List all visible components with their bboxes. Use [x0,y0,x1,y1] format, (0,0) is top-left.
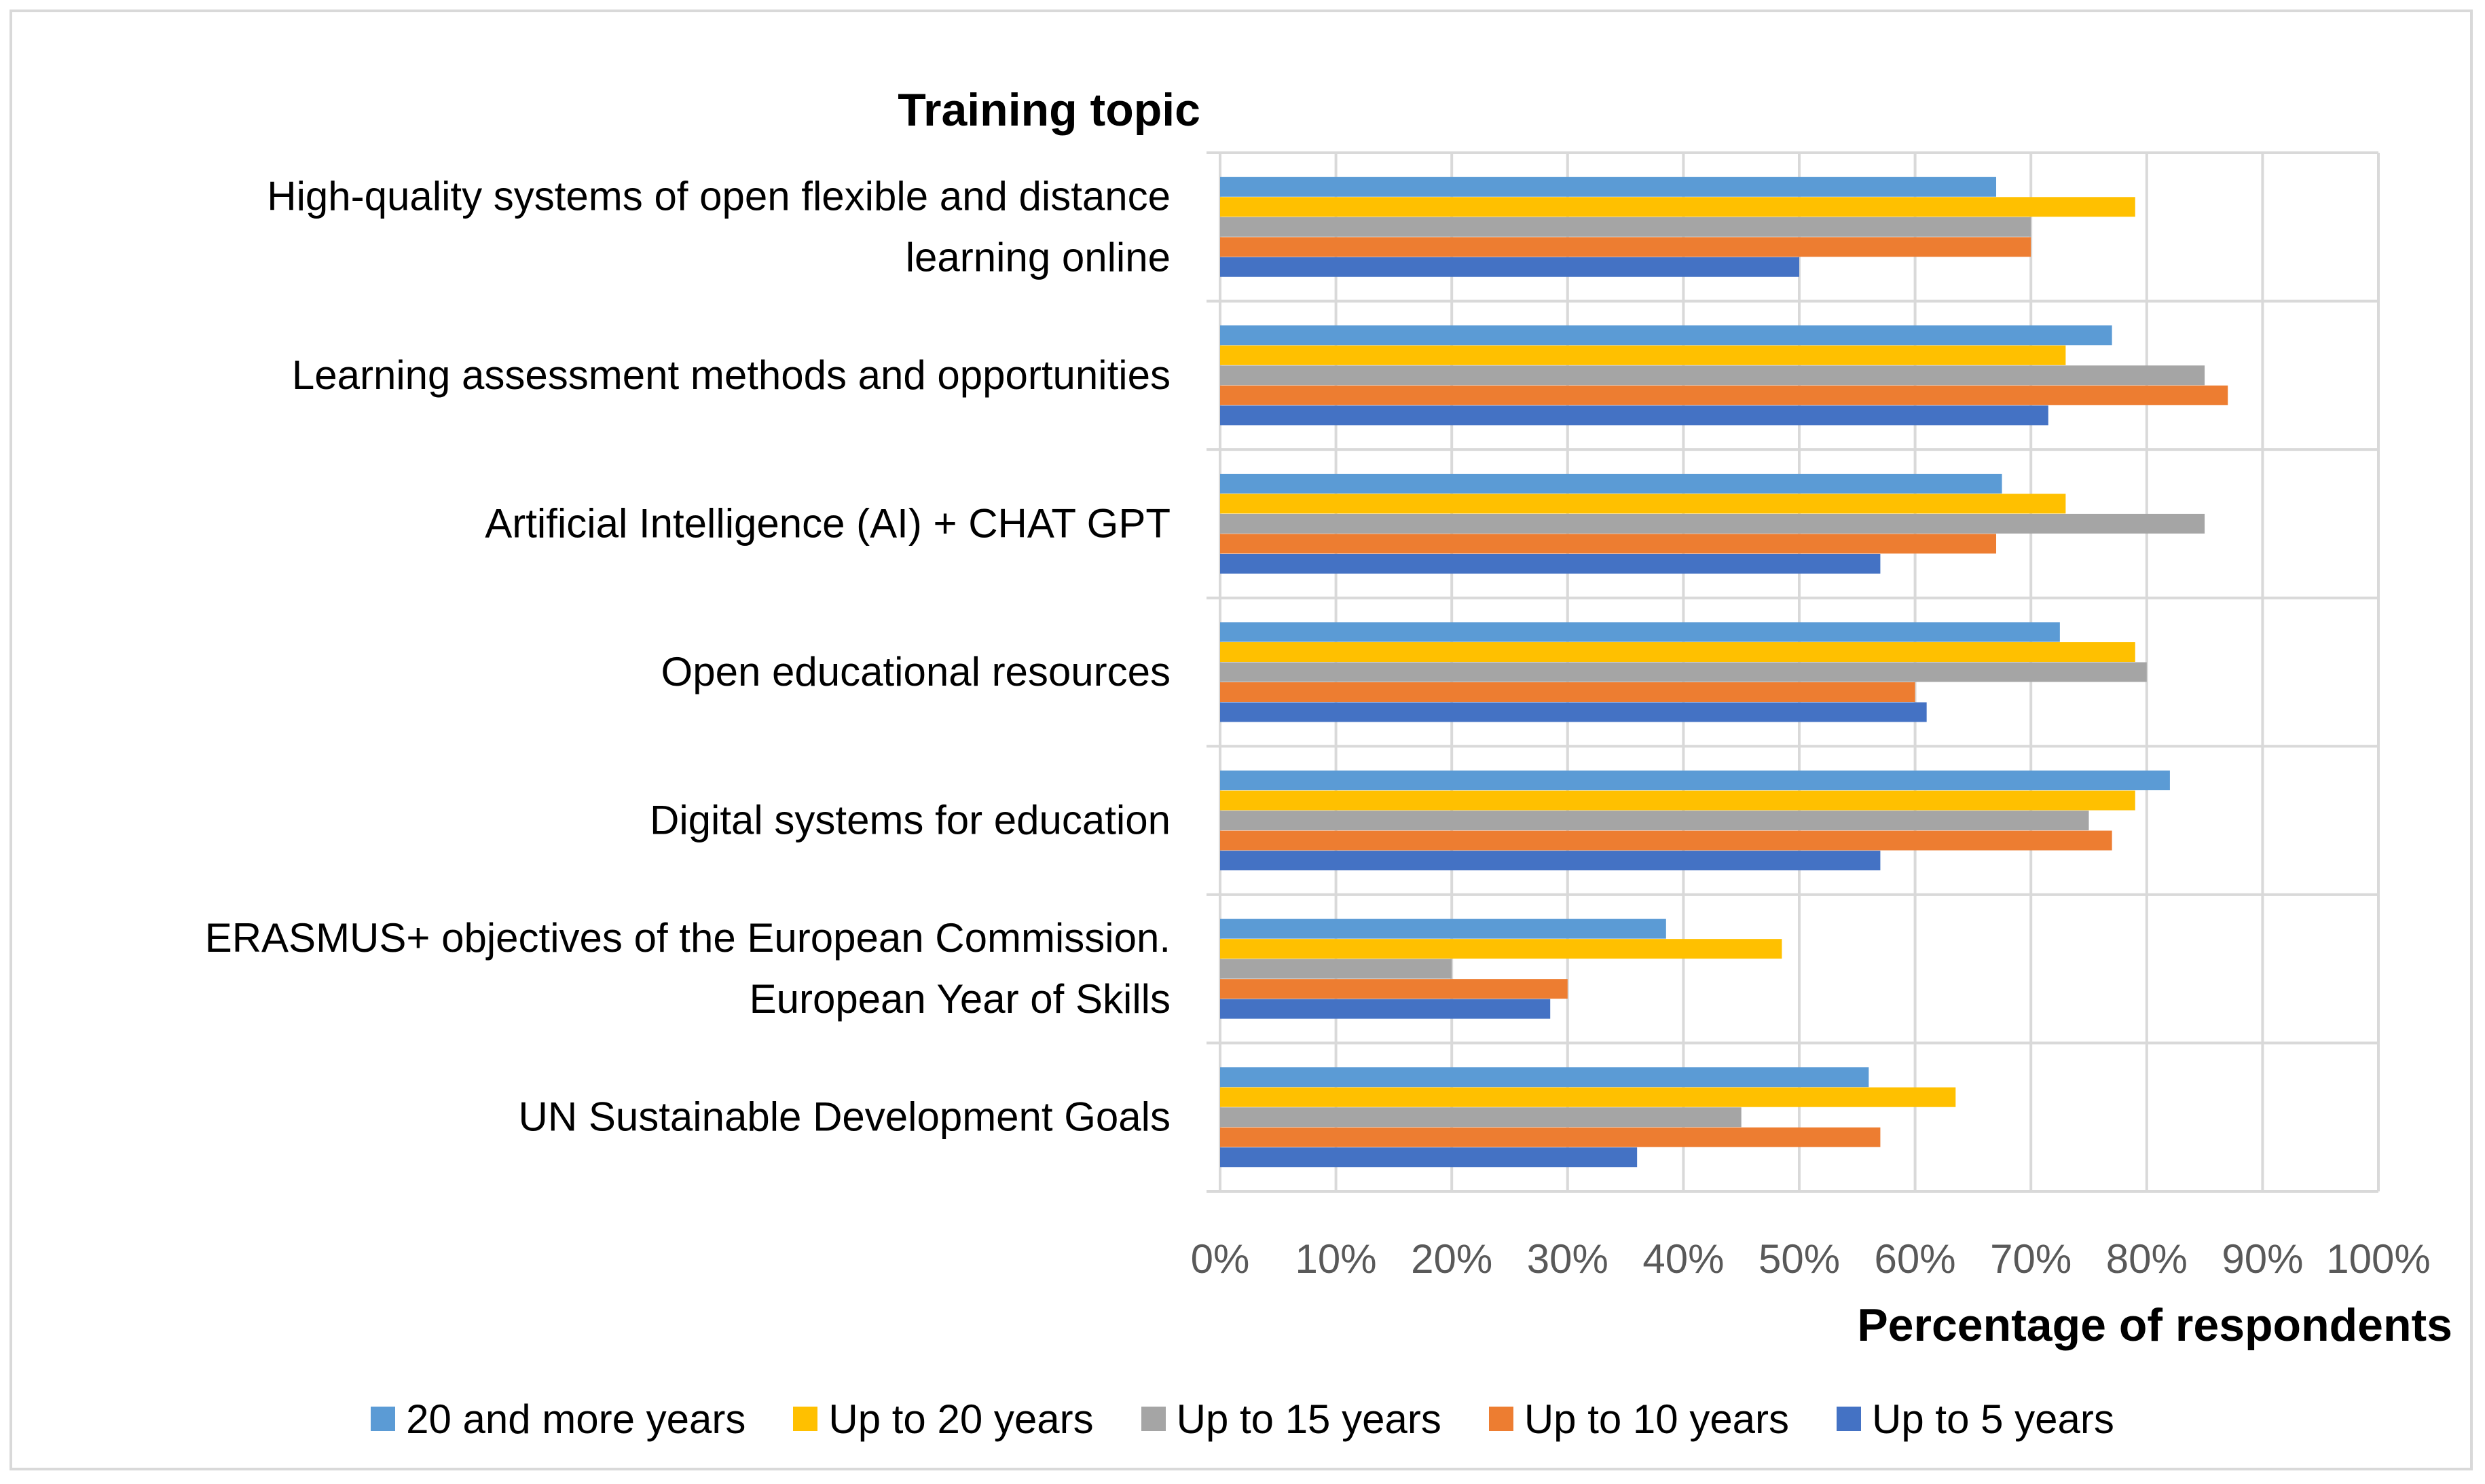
legend-label: Up to 5 years [1872,1396,2114,1442]
x-tick-labels: 0% 10% 20% 30% 40% 50% 60% 70% 80% 90% 100% [1191,1236,2431,1282]
bar: Up to 10 years: 57% [1220,1127,1881,1147]
x-tick-label: 60% [1875,1236,1956,1282]
bar: 20 and more years: 38.5% [1220,919,1666,939]
bar: Up to 5 years: 57% [1220,851,1881,871]
bar: Up to 10 years: 67% [1220,534,1997,554]
bar: Up to 20 years: 79% [1220,790,2135,811]
x-tick-label: 50% [1759,1236,1840,1282]
legend-swatch [1488,1407,1513,1431]
bar: 20 and more years: 82% [1220,771,2170,791]
x-tick-label: 30% [1527,1236,1608,1282]
bar: Up to 20 years: 73% [1220,345,2066,365]
legend-swatch [371,1407,396,1431]
bar: Up to 20 years: 79% [1220,642,2135,662]
category-label: High-quality systems of open flexible an… [267,173,1171,280]
category-label: ERASMUS+ objectives of the European Comm… [205,915,1171,1022]
bar: Up to 10 years: 77% [1220,830,2112,851]
category-labels: High-quality systems of open flexible an… [205,173,1171,1139]
legend-item: Up to 20 years [793,1396,1094,1443]
bar: 20 and more years: 67% [1220,177,1997,197]
bar: Up to 15 years: 45% [1220,1107,1742,1128]
bar: Up to 15 years: 75% [1220,811,2089,831]
legend-item: 20 and more years [371,1396,746,1443]
bar: Up to 5 years: 71.5% [1220,405,2048,426]
category-label: Open educational resources [661,649,1171,694]
x-tick-label: 40% [1642,1236,1724,1282]
gridlines [1207,151,2380,1193]
bar: Up to 20 years: 79% [1220,197,2135,217]
bar: Up to 5 years: 61% [1220,702,1927,722]
legend-swatch [793,1407,818,1431]
legend-item: Up to 15 years [1141,1396,1441,1443]
legend-label: Up to 20 years [828,1396,1094,1442]
bar: Up to 5 years: 28.5% [1220,999,1551,1019]
bar: 20 and more years: 67.5% [1220,473,2002,494]
bar: 20 and more years: 56% [1220,1067,1869,1088]
legend-swatch [1837,1407,1862,1431]
category-label-line: Learning assessment methods and opportun… [292,352,1171,398]
category-label-line: European Year of Skills [750,976,1171,1022]
bar: Up to 10 years: 30% [1220,979,1568,999]
x-tick-label: 10% [1295,1236,1377,1282]
legend: 20 and more years Up to 20 years Up to 15 … [0,1392,2485,1446]
bars: 20 and more years: 67%Up to 20 years: 79… [1220,177,2228,1168]
x-tick-label: 20% [1411,1236,1492,1282]
legend-label: Up to 10 years [1524,1396,1790,1442]
bar: 20 and more years: 77% [1220,325,2112,346]
chart-frame [10,10,2473,1470]
bar: Up to 10 years: 60% [1220,682,1915,702]
x-tick-label: 100% [2326,1236,2430,1282]
x-tick-label: 0% [1191,1236,1250,1282]
bar: Up to 20 years: 48.5% [1220,939,1782,959]
bar: 20 and more years: 72.5% [1220,622,2060,642]
category-label-line: learning online [906,234,1171,280]
bar: Up to 15 years: 20% [1220,959,1452,979]
category-label-line: Artificial Intelligence (AI) + CHAT GPT [485,500,1171,546]
category-label-line: Open educational resources [661,649,1171,694]
category-label-line: Digital systems for education [650,798,1171,843]
category-label: Digital systems for education [650,798,1171,843]
x-tick-label: 90% [2222,1236,2303,1282]
bar: Up to 10 years: 70% [1220,237,2031,257]
legend-label: Up to 15 years [1176,1396,1441,1442]
bar: Up to 20 years: 73% [1220,494,2066,514]
bar: Up to 5 years: 57% [1220,553,1881,574]
bar: Up to 15 years: 85% [1220,365,2205,386]
bar: Up to 15 years: 70% [1220,217,2031,237]
category-label: Artificial Intelligence (AI) + CHAT GPT [485,500,1171,546]
category-label: UN Sustainable Development Goals [519,1094,1171,1140]
category-label-line: ERASMUS+ objectives of the European Comm… [205,915,1171,961]
bar: Up to 5 years: 50% [1220,257,1799,277]
x-axis-title: Percentage of respondents [1857,1299,2452,1351]
bar: Up to 15 years: 85% [1220,513,2205,534]
x-tick-label: 80% [2106,1236,2188,1282]
bar: Up to 15 years: 80% [1220,662,2147,682]
y-axis-title: Training topic [898,84,1200,136]
bar: Up to 5 years: 36% [1220,1147,1638,1168]
x-tick-label: 70% [1990,1236,2072,1282]
bar: Up to 20 years: 63.5% [1220,1087,1956,1107]
legend-item: Up to 10 years [1488,1396,1790,1443]
legend-label: 20 and more years [406,1396,746,1442]
bar: Up to 10 years: 87% [1220,385,2228,405]
legend-item: Up to 5 years [1837,1396,2114,1443]
category-label: Learning assessment methods and opportun… [292,352,1171,398]
category-label-line: UN Sustainable Development Goals [519,1094,1171,1140]
legend-swatch [1141,1407,1166,1431]
category-label-line: High-quality systems of open flexible an… [267,173,1171,219]
